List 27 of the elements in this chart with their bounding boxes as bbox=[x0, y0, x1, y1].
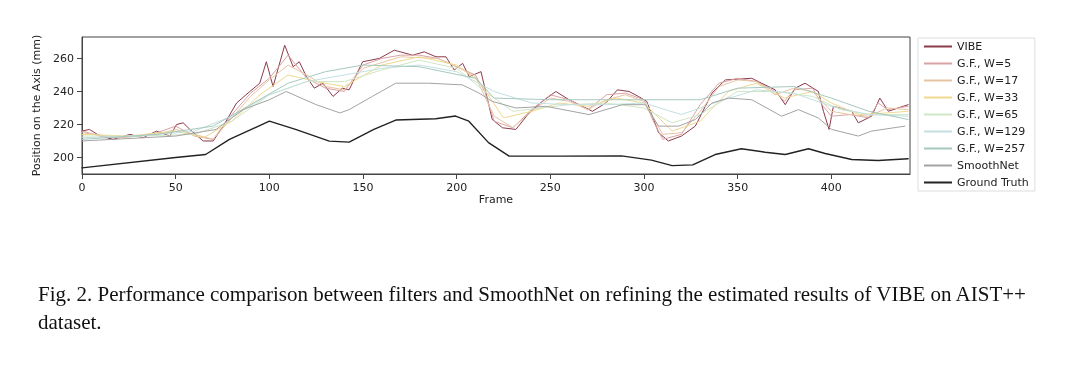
line-series bbox=[81, 82, 906, 142]
x-axis-title: Frame bbox=[478, 193, 514, 206]
legend-label: SmoothNet bbox=[957, 159, 1020, 172]
y-axis-title: Position on the Axis (mm) bbox=[30, 34, 44, 177]
legend-label: G.F., W=5 bbox=[957, 57, 1012, 70]
x-tick-label: 300 bbox=[633, 181, 655, 194]
legend-label: G.F., W=257 bbox=[957, 142, 1026, 155]
y-tick-label: 220 bbox=[53, 117, 74, 131]
x-tick-label: 200 bbox=[446, 181, 468, 194]
x-tick-label: 400 bbox=[820, 181, 842, 194]
legend-label: G.F., W=33 bbox=[957, 91, 1019, 104]
line-series bbox=[81, 115, 909, 169]
x-tick-label: 50 bbox=[168, 181, 183, 194]
legend-label: G.F., W=17 bbox=[957, 74, 1019, 87]
x-tick-label: 0 bbox=[78, 181, 86, 194]
x-tick-label: 250 bbox=[539, 181, 561, 194]
x-tick-label: 350 bbox=[727, 181, 749, 194]
caption: Fig. 2. Performance comparison between filters and SmoothNet on refining the estimated results of VIBE on AIST++ dataset. bbox=[38, 282, 1032, 334]
y-tick-label: 260 bbox=[53, 51, 74, 65]
legend-label: G.F., W=65 bbox=[957, 108, 1019, 121]
x-tick-label: 150 bbox=[352, 181, 374, 194]
legend-label: Ground Truth bbox=[957, 176, 1029, 189]
legend-label: G.F., W=129 bbox=[957, 125, 1026, 138]
y-tick-label: 200 bbox=[53, 150, 74, 164]
x-tick-label: 100 bbox=[258, 181, 280, 194]
y-tick-label: 240 bbox=[53, 84, 74, 98]
legend-label: VIBE bbox=[957, 40, 983, 53]
